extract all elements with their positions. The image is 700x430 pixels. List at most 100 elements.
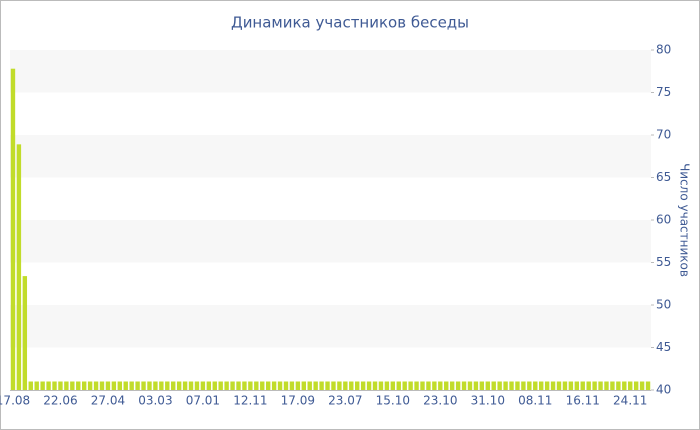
bar [46, 381, 51, 390]
chart-title: Динамика участников беседы [231, 14, 469, 32]
bar [580, 381, 585, 390]
bar [135, 381, 140, 390]
bar [111, 381, 117, 390]
x-tick-label: 24.11 [613, 394, 647, 408]
y-tick-label: 75 [656, 85, 671, 99]
bar [123, 381, 128, 390]
bar [645, 381, 651, 390]
bar [260, 381, 265, 390]
bar [271, 381, 277, 390]
bar [497, 381, 502, 390]
y-tick-label: 70 [656, 128, 671, 142]
bar [402, 381, 407, 390]
bar [171, 381, 176, 390]
x-tick-label: 07.01 [186, 394, 220, 408]
bar [503, 381, 508, 390]
bar [194, 381, 200, 390]
bar [449, 381, 455, 390]
bar [533, 381, 538, 390]
bar [301, 381, 306, 390]
x-tick-label: 27.04 [91, 394, 125, 408]
bar [467, 381, 473, 390]
bar [117, 381, 122, 390]
bar [16, 144, 22, 390]
bar [159, 381, 164, 390]
x-tick-label: 12.11 [233, 394, 267, 408]
bar [165, 381, 170, 390]
bar [562, 381, 568, 390]
x-tick-label: 23.10 [423, 394, 457, 408]
bar [556, 381, 562, 390]
bar [426, 381, 431, 390]
bar [390, 381, 396, 390]
bar [188, 381, 194, 390]
bar [349, 381, 354, 390]
bar [574, 381, 580, 390]
bar [539, 381, 544, 390]
bar [93, 381, 99, 390]
y-tick-label: 45 [656, 340, 671, 354]
x-tick-label: 16.11 [566, 394, 600, 408]
bar [87, 381, 93, 390]
bar [331, 381, 336, 390]
bar [22, 276, 28, 390]
bar [414, 381, 419, 390]
bar [289, 381, 295, 390]
bar [182, 381, 188, 390]
grid-band [10, 305, 651, 348]
bar [224, 381, 229, 390]
bar [485, 381, 490, 390]
bar [372, 381, 378, 390]
bar [76, 381, 81, 390]
bar [34, 381, 39, 390]
bar [622, 381, 627, 390]
bar [277, 381, 283, 390]
bar [461, 381, 467, 390]
bar [473, 381, 479, 390]
bar [325, 381, 330, 390]
grid-band [10, 220, 651, 263]
bar [586, 381, 591, 390]
bar [479, 381, 485, 390]
bar [509, 381, 514, 390]
bar [384, 381, 390, 390]
bar [283, 381, 289, 390]
y-tick-label: 60 [656, 213, 671, 227]
bar [319, 381, 324, 390]
x-tick-label: 31.10 [471, 394, 505, 408]
bar [28, 381, 33, 390]
bar [52, 381, 57, 390]
bar [378, 381, 384, 390]
bar [254, 381, 259, 390]
bar [337, 381, 342, 390]
x-tick-label: 08.11 [518, 394, 552, 408]
bar [200, 381, 206, 390]
bar [265, 381, 271, 390]
x-tick-label: 03.03 [138, 394, 172, 408]
x-tick-label: 15.10 [376, 394, 410, 408]
bar [455, 381, 461, 390]
bar [10, 68, 16, 390]
x-tick-label: 17.09 [281, 394, 315, 408]
y-tick-label: 55 [656, 255, 671, 269]
bar [521, 381, 526, 390]
y-tick-label: 65 [656, 170, 671, 184]
bar [444, 381, 449, 390]
bar [242, 381, 247, 390]
bar [432, 381, 437, 390]
y-tick-label: 80 [656, 43, 671, 57]
bar [592, 381, 597, 390]
y-tick-label: 50 [656, 298, 671, 312]
bar [307, 381, 312, 390]
bar [141, 381, 146, 390]
bar [295, 381, 301, 390]
bar [616, 381, 621, 390]
bar [633, 381, 639, 390]
bar [230, 381, 235, 390]
bar [527, 381, 532, 390]
bar [206, 381, 212, 390]
bar [64, 381, 69, 390]
bar [147, 381, 152, 390]
bar [129, 381, 134, 390]
